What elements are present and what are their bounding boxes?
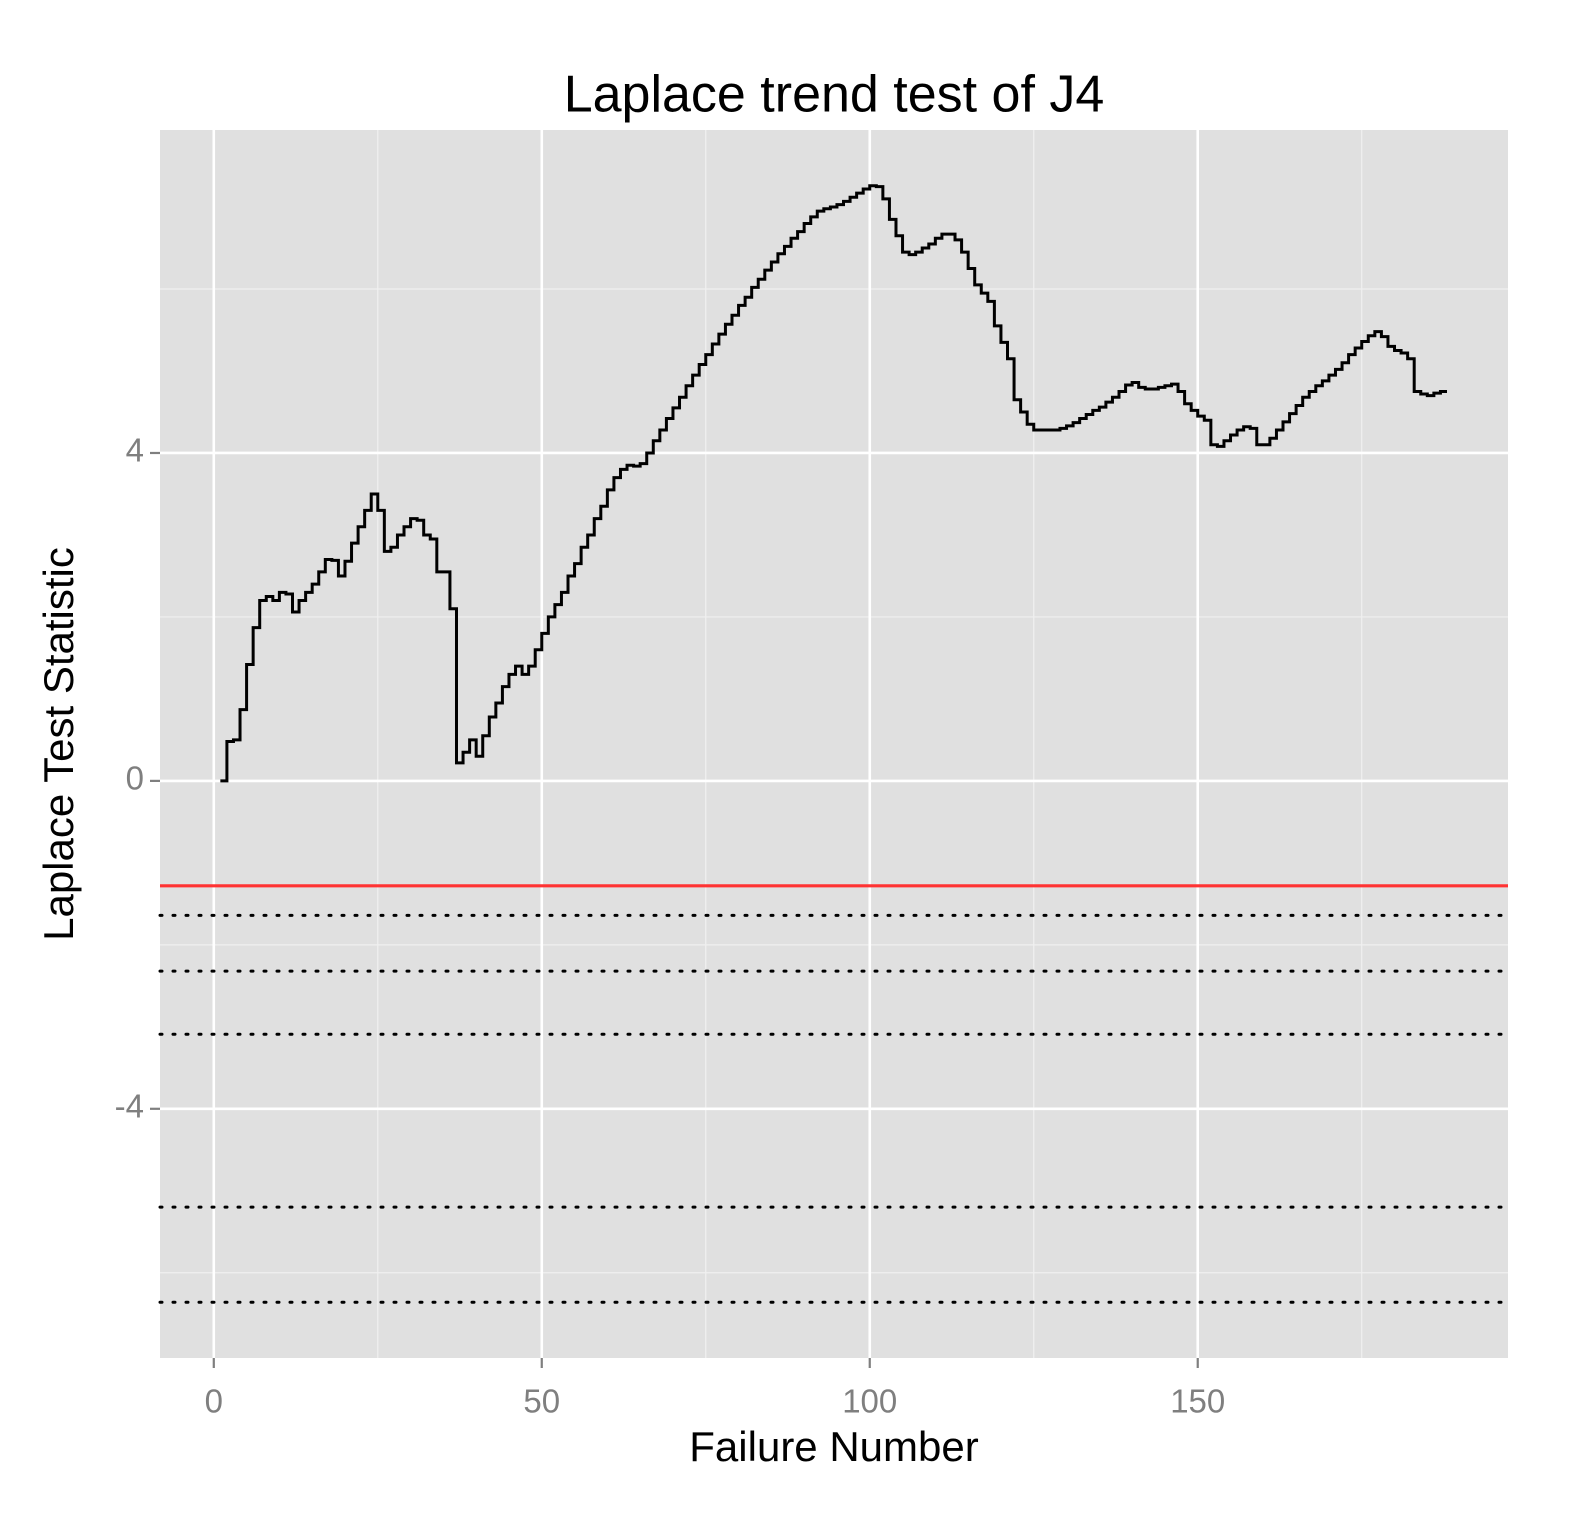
x-tick-label: 100 bbox=[842, 1383, 897, 1420]
y-axis-title: Laplace Test Statistic bbox=[35, 547, 82, 941]
x-tick-label: 150 bbox=[1170, 1383, 1225, 1420]
x-tick-label: 50 bbox=[523, 1383, 560, 1420]
x-axis-title: Failure Number bbox=[689, 1423, 978, 1470]
step-line bbox=[220, 184, 1447, 783]
chart-title: Laplace trend test of J4 bbox=[564, 66, 1105, 124]
y-tick-label: -4 bbox=[115, 1088, 144, 1125]
y-tick-label: 4 bbox=[126, 432, 144, 469]
y-tick-label: 0 bbox=[126, 760, 144, 797]
plot-background bbox=[160, 130, 1508, 1358]
x-tick-label: 0 bbox=[205, 1383, 223, 1420]
